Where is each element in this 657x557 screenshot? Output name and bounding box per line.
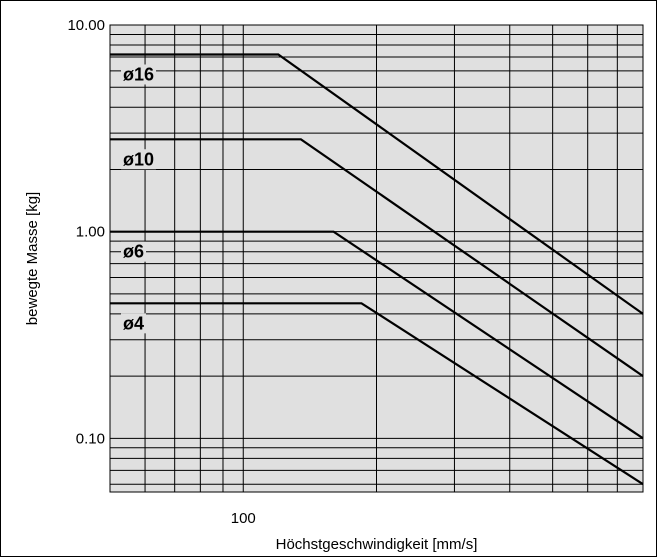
series-label-2: ø6 (123, 242, 144, 262)
series-label-3: ø4 (123, 313, 144, 333)
series-label-bg (121, 241, 147, 262)
series-line-1 (110, 138, 644, 378)
series-labels: ø16 ø10 ø6 ø4 (121, 64, 157, 334)
x-tick-label: 100 (231, 510, 256, 527)
y-tick-labels: 10.00 1.00 0.10 (67, 17, 105, 447)
y-tick-label: 1.00 (76, 224, 105, 241)
series-label-bg (121, 64, 157, 85)
series-lines (110, 53, 644, 486)
plot-border (109, 24, 644, 493)
series-line-3 (110, 302, 644, 486)
series-line-0 (110, 53, 644, 315)
series-label-bg (121, 149, 157, 170)
y-tick-label: 10.00 (67, 17, 105, 34)
x-axis-label: Höchstgeschwindigkeit [mm/s] (276, 536, 478, 553)
series-label-0: ø16 (123, 64, 154, 84)
y-tick-label: 0.10 (76, 430, 105, 447)
series-line-2 (110, 230, 644, 440)
x-tick-labels: 100 (231, 510, 256, 527)
series-label-bg (121, 313, 147, 334)
x-gridlines (144, 25, 618, 492)
series-label-1: ø10 (123, 149, 154, 169)
y-axis-label: bewegte Masse [kg] (24, 192, 41, 325)
